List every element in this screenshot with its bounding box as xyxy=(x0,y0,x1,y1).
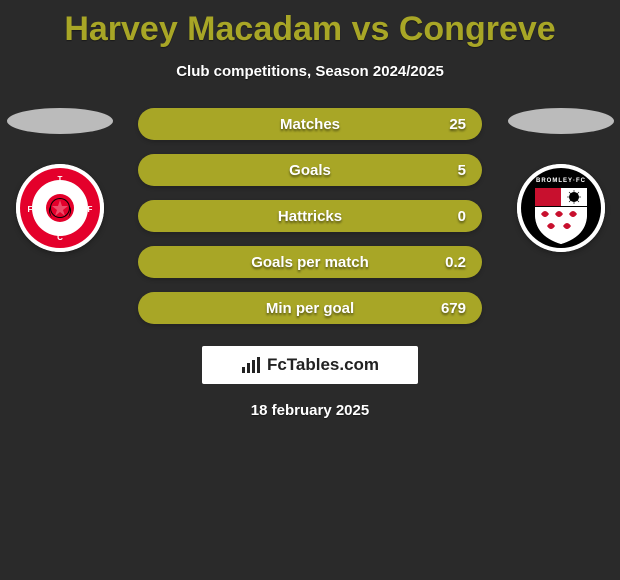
svg-text:T: T xyxy=(57,175,62,184)
svg-text:F: F xyxy=(87,205,92,214)
player-placeholder-right xyxy=(508,108,614,134)
fleetwood-badge-icon: T F F C xyxy=(16,164,104,252)
stat-label: Goals per match xyxy=(251,254,369,271)
left-player-column: T F F C xyxy=(2,108,117,252)
stat-value: 5 xyxy=(458,162,466,179)
stat-row-goals: Goals 5 xyxy=(138,154,482,186)
club-logo-left: T F F C xyxy=(16,164,104,252)
club-logo-right: BROMLEY·FC xyxy=(517,164,605,252)
svg-text:F: F xyxy=(27,205,32,214)
svg-text:C: C xyxy=(57,233,63,242)
stat-row-goals-per-match: Goals per match 0.2 xyxy=(138,246,482,278)
subtitle: Club competitions, Season 2024/2025 xyxy=(0,63,620,80)
svg-text:BROMLEY·FC: BROMLEY·FC xyxy=(536,178,586,184)
bromley-badge-icon: BROMLEY·FC xyxy=(517,164,605,252)
stat-label: Hattricks xyxy=(278,208,342,225)
stat-row-min-per-goal: Min per goal 679 xyxy=(138,292,482,324)
branding-text: FcTables.com xyxy=(267,355,379,375)
stat-label: Min per goal xyxy=(266,300,354,317)
stat-row-matches: Matches 25 xyxy=(138,108,482,140)
branding-box: FcTables.com xyxy=(202,346,418,384)
page-title: Harvey Macadam vs Congreve xyxy=(0,0,620,49)
date-text: 18 february 2025 xyxy=(0,402,620,419)
stat-value: 679 xyxy=(441,300,466,317)
stat-value: 0.2 xyxy=(445,254,466,271)
bar-chart-icon xyxy=(241,356,261,374)
player-placeholder-left xyxy=(7,108,113,134)
stat-value: 0 xyxy=(458,208,466,225)
stats-list: Matches 25 Goals 5 Hattricks 0 Goals per… xyxy=(138,108,482,324)
comparison-panel: T F F C xyxy=(0,108,620,419)
right-player-column: BROMLEY·FC xyxy=(503,108,618,252)
stat-value: 25 xyxy=(449,116,466,133)
stat-label: Matches xyxy=(280,116,340,133)
stat-row-hattricks: Hattricks 0 xyxy=(138,200,482,232)
stat-label: Goals xyxy=(289,162,331,179)
